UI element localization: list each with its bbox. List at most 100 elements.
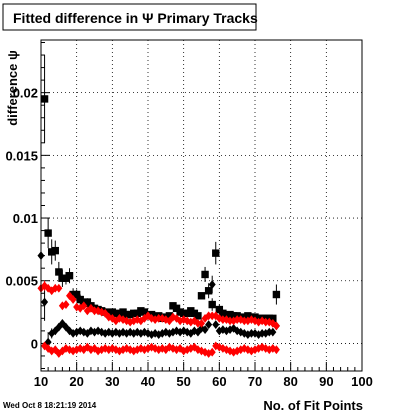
series-3 xyxy=(37,280,280,331)
data-point-square xyxy=(272,290,281,299)
data-point-diamond xyxy=(90,306,99,316)
data-point-diamond xyxy=(137,344,145,353)
data-point-diamond xyxy=(123,344,131,353)
data-point-diamond xyxy=(48,286,56,296)
data-point-diamond xyxy=(212,320,220,330)
data-point-diamond xyxy=(105,327,113,337)
data-point-diamond xyxy=(144,328,152,338)
data-point-diamond xyxy=(244,345,252,355)
data-point-diamond xyxy=(194,345,202,355)
data-point-square xyxy=(219,309,227,318)
data-point-diamond xyxy=(219,344,227,353)
data-point-diamond xyxy=(151,328,159,338)
data-point-square xyxy=(204,287,213,295)
data-point-diamond xyxy=(262,317,270,327)
data-point-diamond xyxy=(265,345,273,355)
data-point-square xyxy=(197,292,206,300)
data-point-diamond xyxy=(69,295,77,304)
data-point-diamond xyxy=(87,345,95,355)
data-point-square xyxy=(83,298,92,306)
data-point-diamond xyxy=(176,327,184,337)
data-point-diamond xyxy=(265,317,273,327)
x-tick-label: 80 xyxy=(283,374,297,389)
x-tick-labels: 10 20 30 40 50 60 70 80 90 100 xyxy=(34,374,373,389)
data-point-diamond xyxy=(62,300,70,309)
data-point-diamond xyxy=(190,326,198,336)
data-point-diamond xyxy=(48,346,56,356)
y-tick-label: 0.01 xyxy=(13,211,38,226)
data-point-diamond xyxy=(158,344,166,353)
y-tick-label: 0 xyxy=(31,336,38,351)
data-point-diamond xyxy=(258,328,266,338)
data-point-diamond xyxy=(115,346,123,356)
data-point-diamond xyxy=(151,344,159,353)
data-point-square xyxy=(269,314,277,323)
data-point-diamond xyxy=(44,344,52,353)
y-tick-label: 0.005 xyxy=(5,274,38,289)
data-point-diamond xyxy=(226,316,234,326)
data-point-diamond xyxy=(219,325,227,335)
data-point-square xyxy=(72,290,81,299)
data-point-diamond xyxy=(133,345,141,355)
data-point-square xyxy=(40,95,49,103)
data-point-diamond xyxy=(80,327,88,337)
data-point-diamond xyxy=(55,283,63,293)
data-point-diamond xyxy=(90,344,99,353)
data-point-diamond xyxy=(108,344,116,353)
data-point-diamond xyxy=(66,345,74,355)
data-point-diamond xyxy=(76,303,84,313)
data-point-diamond xyxy=(98,327,106,337)
series-2 xyxy=(37,218,280,353)
y-axis-label: difference ψ xyxy=(5,50,20,126)
data-point-diamond xyxy=(94,346,102,356)
data-point-diamond xyxy=(58,346,66,356)
data-point-diamond xyxy=(173,326,181,336)
data-point-square xyxy=(65,272,74,280)
x-tick-label: 70 xyxy=(248,374,262,389)
data-point-diamond xyxy=(155,345,163,355)
data-point-diamond xyxy=(80,301,88,311)
data-point-diamond xyxy=(180,346,188,356)
data-point-diamond xyxy=(144,344,152,353)
data-point-diamond xyxy=(130,346,138,356)
data-point-square xyxy=(201,270,209,279)
data-point-diamond xyxy=(272,345,280,355)
x-axis-label: No. of Fit Points xyxy=(263,398,363,413)
data-point-diamond xyxy=(133,327,141,337)
data-point-square xyxy=(44,229,52,237)
data-point-diamond xyxy=(237,327,245,337)
data-point-diamond xyxy=(233,346,241,356)
x-tick-label: 50 xyxy=(176,374,190,389)
data-point-diamond xyxy=(83,306,91,316)
data-point-diamond xyxy=(73,345,81,355)
data-point-square xyxy=(208,300,216,309)
y-tick-label: 0.015 xyxy=(5,148,38,163)
data-point-diamond xyxy=(69,346,77,356)
data-point-diamond xyxy=(208,280,216,289)
x-tick-label: 20 xyxy=(69,374,83,389)
data-point-diamond xyxy=(265,327,273,337)
data-point-diamond xyxy=(240,344,248,353)
data-point-diamond xyxy=(197,346,206,356)
y-tick-label: 0.02 xyxy=(13,86,38,101)
data-point-diamond xyxy=(44,283,52,293)
data-point-diamond xyxy=(269,327,277,337)
data-point-diamond xyxy=(197,318,206,328)
data-point-diamond xyxy=(126,327,134,337)
grid-lines xyxy=(41,40,362,371)
data-point-diamond xyxy=(55,322,63,332)
data-point-diamond xyxy=(87,303,95,313)
data-point-diamond xyxy=(169,327,177,337)
data-point-diamond xyxy=(76,344,84,353)
data-point-diamond xyxy=(226,346,234,356)
data-point-diamond xyxy=(194,327,202,337)
data-point-diamond xyxy=(162,345,170,355)
data-point-diamond xyxy=(112,345,120,355)
title-box: Fitted difference in Ψ Primary Tracks xyxy=(2,3,258,31)
data-point-square xyxy=(55,268,63,276)
data-point-diamond xyxy=(183,345,191,355)
data-point-diamond xyxy=(126,345,134,355)
data-point-square xyxy=(212,249,220,257)
data-point-diamond xyxy=(41,297,49,307)
data-point-diamond xyxy=(112,327,120,337)
